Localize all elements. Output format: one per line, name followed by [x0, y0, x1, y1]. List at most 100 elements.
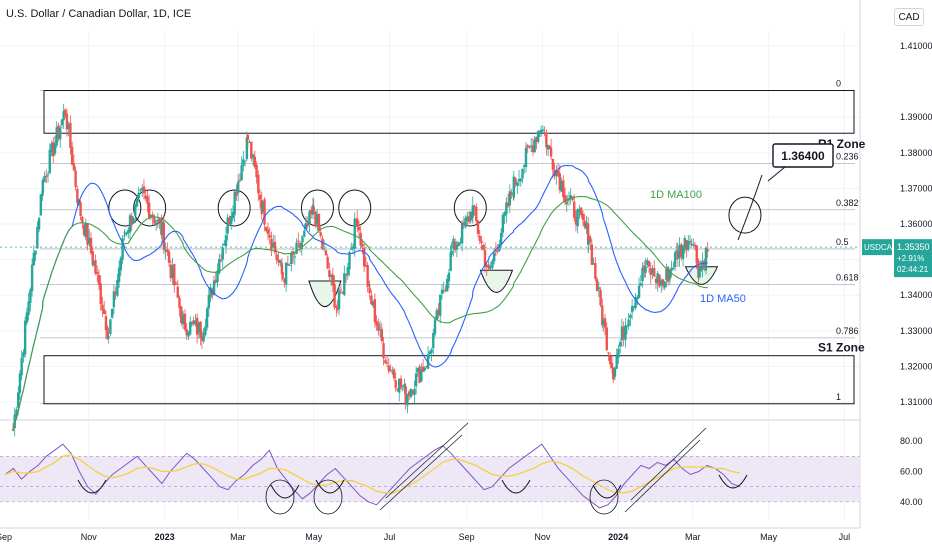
candle-body: [46, 174, 50, 176]
candle-body: [649, 268, 652, 276]
candle-body: [341, 292, 344, 294]
candle-body: [404, 386, 407, 404]
candle-body: [223, 243, 226, 246]
candle-body: [214, 279, 217, 283]
candle-body: [316, 214, 319, 225]
candle-body: [685, 239, 688, 251]
candle-body: [538, 131, 542, 133]
candle-body: [473, 206, 476, 208]
candle-body: [457, 242, 460, 247]
candle-body: [333, 284, 336, 308]
rsi-trendline: [630, 427, 707, 501]
candle-body: [629, 314, 632, 319]
x-tick-label: Mar: [230, 532, 246, 542]
candle-body: [627, 319, 630, 327]
candle-body: [243, 160, 247, 162]
candle-body: [36, 226, 39, 249]
candle-body: [653, 268, 656, 277]
candle-body: [665, 269, 668, 281]
candle-body: [646, 260, 649, 265]
candle-body: [154, 222, 158, 226]
candle-body: [421, 366, 425, 372]
candle-body: [158, 218, 161, 222]
candle-body: [194, 320, 197, 325]
candle-body: [110, 308, 114, 318]
candle-body: [272, 243, 275, 248]
candle-body: [563, 195, 567, 202]
candle-body: [86, 223, 89, 246]
candle-body: [478, 235, 481, 241]
candle-body: [385, 362, 389, 364]
currency-button[interactable]: CAD: [894, 8, 924, 26]
candle-body: [539, 129, 543, 133]
candle-body: [218, 259, 221, 274]
candle-body: [630, 306, 634, 313]
candle-body: [440, 289, 444, 294]
candle-body: [185, 329, 188, 336]
rsi-tick-label: 80.00: [900, 436, 923, 446]
candle-body: [622, 326, 625, 338]
candle-body: [530, 145, 533, 147]
candle-body: [228, 217, 231, 224]
candle-body: [22, 352, 25, 358]
candle-body: [551, 158, 555, 170]
target-box: [772, 143, 834, 168]
candle-body: [265, 226, 268, 231]
candle-body: [139, 189, 142, 191]
candle-body: [403, 384, 406, 388]
candle-body: [510, 192, 513, 195]
candle-body: [706, 249, 709, 252]
candle-body: [519, 179, 522, 182]
candle-body: [433, 319, 437, 334]
candle-body: [476, 220, 480, 235]
candle-body: [72, 163, 76, 171]
y-tick-label: 1.34000: [900, 290, 932, 300]
fib-label: 0.236: [836, 151, 859, 161]
candle-body: [181, 316, 185, 325]
candle-body: [123, 235, 126, 237]
candle-body: [523, 165, 526, 168]
candle-body: [135, 198, 139, 207]
candle-body: [578, 209, 581, 212]
candle-body: [128, 215, 132, 233]
candle-body: [67, 124, 70, 130]
candle-body: [585, 222, 588, 229]
candle-body: [290, 253, 293, 265]
rsi-bottom-arc: [77, 479, 107, 494]
candle-body: [116, 280, 119, 296]
candle-body: [464, 218, 467, 227]
candle-body: [498, 244, 501, 251]
candle-body: [549, 147, 553, 157]
ma50-label: 1D MA50: [700, 293, 746, 305]
candle-body: [528, 146, 531, 148]
candle-body: [182, 315, 185, 317]
candle-body: [660, 280, 663, 285]
candle-body: [331, 274, 335, 286]
candle-body: [300, 243, 303, 250]
candle-body: [437, 309, 440, 315]
x-tick-label: Mar: [685, 532, 701, 542]
candle-body: [288, 264, 291, 266]
candle-body: [65, 113, 69, 130]
candle-body: [382, 343, 385, 359]
candle-body: [581, 213, 585, 221]
candle-body: [612, 367, 615, 380]
fib-label: 0: [836, 79, 841, 89]
candle-body: [357, 226, 361, 231]
candle-body: [261, 201, 264, 213]
rsi-circle: [265, 479, 295, 515]
candle-body: [251, 154, 255, 158]
candle-body: [343, 273, 346, 295]
rsi-circle: [589, 479, 619, 515]
axes: 1.410001.390001.380001.370001.360001.350…: [0, 41, 932, 542]
candle-body: [18, 373, 22, 393]
candle-body: [204, 326, 207, 335]
rsi-bottom-arc: [592, 484, 622, 499]
candle-body: [494, 250, 498, 252]
candle-body: [471, 205, 474, 217]
candle-body: [469, 211, 473, 221]
candle-body: [613, 368, 617, 377]
candle-body: [450, 250, 453, 255]
candle-body: [329, 275, 333, 277]
